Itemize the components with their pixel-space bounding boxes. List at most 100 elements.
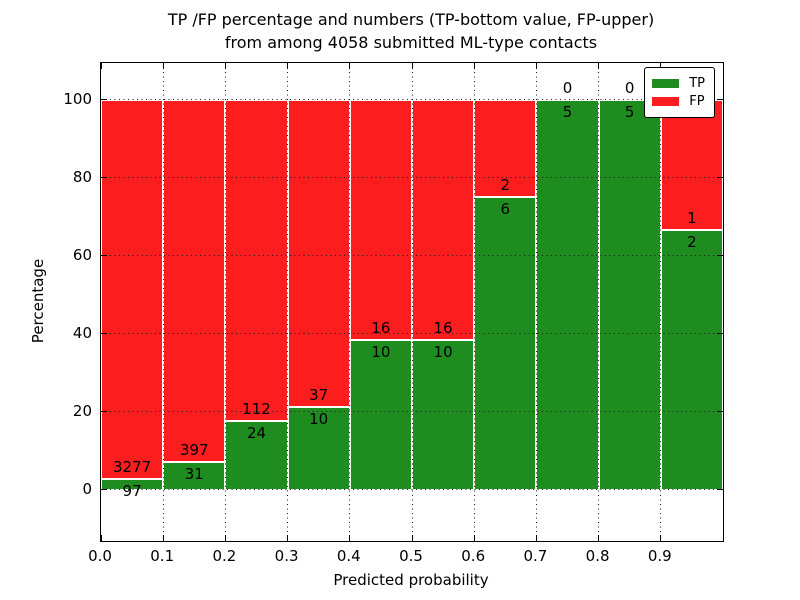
x-gridline <box>349 63 351 541</box>
x-tick-label: 0.0 <box>88 547 112 565</box>
bar-fp-count-label: 0 <box>562 78 573 97</box>
bar-fp-count-label: 3277 <box>113 457 152 476</box>
chart-title: TP /FP percentage and numbers (TP-bottom… <box>100 8 722 54</box>
fp-color-swatch <box>652 97 680 106</box>
y-tick-mark <box>717 99 723 101</box>
legend: TP FP <box>644 67 715 118</box>
x-tick-label: 0.8 <box>585 547 610 565</box>
x-tick-label: 0.2 <box>212 547 237 565</box>
bar-tp-segment <box>660 229 723 490</box>
bar-tp-count-label: 6 <box>500 200 511 219</box>
legend-label: TP <box>689 76 705 91</box>
y-tick-mark <box>101 99 107 101</box>
x-tick-mark <box>598 63 600 69</box>
bar-fp-segment <box>660 99 723 230</box>
chart-title-line1: TP /FP percentage and numbers (TP-bottom… <box>167 10 655 29</box>
x-tick-mark <box>660 535 662 541</box>
bar-fp-count-label: 112 <box>242 400 271 418</box>
x-tick-label: 0.3 <box>274 547 299 565</box>
x-tick-mark <box>287 535 289 541</box>
x-tick-mark <box>473 63 475 69</box>
x-tick-label: 0.1 <box>150 547 175 565</box>
y-tick-mark <box>101 255 107 257</box>
x-tick-label: 0.9 <box>647 547 672 565</box>
y-tick-label: 40 <box>72 323 92 342</box>
y-tick-label: 80 <box>72 167 92 186</box>
legend-item-tp: TP <box>652 76 705 91</box>
y-tick-label: 20 <box>72 401 92 420</box>
x-tick-mark <box>598 535 600 541</box>
x-tick-label: 0.4 <box>336 547 361 565</box>
x-gridline <box>162 63 164 541</box>
bar-tp-segment <box>101 478 164 490</box>
bar-fp-segment <box>412 99 475 340</box>
tp-color-swatch <box>652 79 680 88</box>
bar-fp-count-label: 1 <box>687 208 697 227</box>
x-gridline <box>660 63 662 541</box>
bar-tp-segment <box>349 339 412 490</box>
x-tick-label: 0.5 <box>399 547 423 565</box>
bar-fp-count-label: 2 <box>500 176 511 195</box>
x-gridline <box>224 63 226 541</box>
bar-fp-segment <box>349 99 412 340</box>
x-tick-label: 0.6 <box>461 547 486 565</box>
x-tick-mark <box>535 63 537 69</box>
bar-tp-segment <box>163 461 226 490</box>
bar-tp-segment <box>412 339 475 490</box>
legend-item-fp: FP <box>652 94 705 109</box>
bar-tp-count-label: 10 <box>309 409 329 428</box>
bar-tp-count-label: 31 <box>184 464 204 483</box>
x-gridline <box>535 63 537 541</box>
x-tick-mark <box>411 535 413 541</box>
y-tick-mark <box>101 333 107 335</box>
bar-fp-count-label: 397 <box>179 440 209 459</box>
y-tick-label: 60 <box>72 245 92 264</box>
bar-tp-segment <box>536 99 599 490</box>
x-axis-label: Predicted probability <box>333 571 489 589</box>
bar-tp-count-label: 10 <box>433 342 453 361</box>
bar-tp-segment <box>598 99 661 490</box>
chart-title-line2: from among 4058 submitted ML-type contac… <box>224 33 598 52</box>
x-tick-mark <box>411 63 413 69</box>
bar-tp-segment <box>287 406 350 490</box>
x-gridline <box>287 63 289 541</box>
x-tick-mark <box>349 63 351 69</box>
x-tick-mark <box>162 535 164 541</box>
plot-area: TP FP 3277 97 397 31 112 24 37 10 16 10 16 10 2 6 0 5 0 5 1… <box>100 62 724 542</box>
y-tick-mark <box>101 177 107 179</box>
bar-fp-count-label: 37 <box>309 385 329 404</box>
bar-tp-segment <box>225 421 288 490</box>
bar-tp-count-label: 24 <box>246 424 267 442</box>
x-tick-mark <box>535 535 537 541</box>
bar-fp-segment <box>101 99 164 479</box>
x-tick-mark <box>349 535 351 541</box>
x-gridline <box>598 63 600 541</box>
bar-tp-count-label: 5 <box>562 102 573 121</box>
bar-tp-count-label: 10 <box>371 342 391 361</box>
bar-tp-segment <box>474 197 537 490</box>
x-tick-mark <box>473 535 475 541</box>
bar-fp-segment <box>225 99 288 421</box>
legend-label: FP <box>689 94 705 109</box>
bar-fp-segment <box>163 99 226 462</box>
y-tick-mark <box>717 489 723 491</box>
y-tick-label: 0 <box>82 479 92 498</box>
x-tick-mark <box>224 535 226 541</box>
bar-tp-count-label: 5 <box>624 102 635 121</box>
x-tick-mark <box>287 63 289 69</box>
bar-fp-count-label: 16 <box>433 318 453 337</box>
y-tick-mark <box>101 411 107 413</box>
y-tick-mark <box>101 489 107 491</box>
x-gridline <box>411 63 413 541</box>
bar-fp-count-label: 16 <box>371 318 391 337</box>
y-tick-mark <box>717 255 723 257</box>
bar-fp-count-label: 0 <box>624 78 635 97</box>
x-tick-mark <box>100 63 102 69</box>
x-gridline <box>473 63 475 541</box>
y-tick-mark <box>717 333 723 335</box>
bar-fp-segment <box>474 99 537 198</box>
bar-fp-segment <box>287 99 350 407</box>
x-tick-mark <box>224 63 226 69</box>
y-tick-mark <box>717 411 723 413</box>
